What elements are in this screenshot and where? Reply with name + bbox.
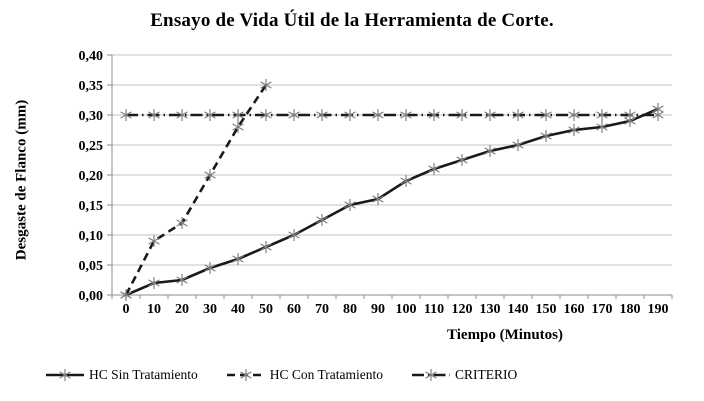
- svg-text:160: 160: [564, 302, 585, 317]
- svg-text:0,10: 0,10: [79, 229, 104, 244]
- svg-text:110: 110: [424, 302, 444, 317]
- svg-text:0,25: 0,25: [79, 139, 104, 154]
- series-criterio-markers: [120, 109, 664, 121]
- legend-line-sample-solid: [46, 369, 84, 381]
- svg-text:30: 30: [203, 302, 217, 317]
- legend: HC Sin Tratamiento HC Con Tratamiento CR…: [46, 364, 517, 386]
- svg-text:50: 50: [259, 302, 273, 317]
- svg-text:120: 120: [452, 302, 473, 317]
- x-axis-title: Tiempo (Minutos): [447, 327, 563, 343]
- svg-text:40: 40: [231, 302, 245, 317]
- svg-text:150: 150: [536, 302, 557, 317]
- svg-text:0,40: 0,40: [79, 49, 104, 64]
- svg-text:0,15: 0,15: [79, 199, 104, 214]
- svg-text:0,00: 0,00: [79, 289, 104, 304]
- chart-title: Ensayo de Vida Útil de la Herramienta de…: [150, 10, 554, 31]
- legend-item-hc-con-tratamiento: HC Con Tratamiento: [226, 367, 384, 383]
- svg-text:80: 80: [343, 302, 357, 317]
- svg-text:180: 180: [620, 302, 641, 317]
- legend-label: HC Con Tratamiento: [269, 367, 384, 382]
- svg-text:60: 60: [287, 302, 301, 317]
- svg-text:0: 0: [123, 302, 130, 317]
- svg-text:100: 100: [396, 302, 417, 317]
- svg-text:0,20: 0,20: [79, 169, 104, 184]
- legend-label: CRITERIO: [455, 367, 518, 382]
- series-criterio: [120, 109, 664, 121]
- svg-text:20: 20: [175, 302, 189, 317]
- legend-item-criterio: CRITERIO: [412, 367, 517, 383]
- series-hc-con-tratamiento: [120, 79, 272, 301]
- legend-line-sample-dash-dot: [412, 369, 451, 381]
- y-tick-labels: 0,00 0,05 0,10 0,15 0,20 0,25 0,30 0,35 0,40: [79, 49, 104, 304]
- legend-line-sample-dashed: [226, 369, 265, 381]
- legend-label: HC Sin Tratamiento: [89, 367, 198, 382]
- x-tick-labels: 0 10 20 30 40 50 60 70 80 90 100 110 120 130 140 150 160…: [123, 302, 669, 317]
- svg-text:10: 10: [147, 302, 161, 317]
- svg-text:140: 140: [508, 302, 529, 317]
- svg-text:70: 70: [315, 302, 329, 317]
- gridlines: [112, 54, 672, 266]
- y-axis-title: Desgaste de Flanco (mm): [13, 99, 30, 261]
- legend-item-hc-sin-tratamiento: HC Sin Tratamiento: [46, 367, 198, 383]
- svg-text:130: 130: [480, 302, 501, 317]
- series-hc-con-tratamiento-markers: [120, 79, 272, 301]
- svg-text:170: 170: [592, 302, 613, 317]
- svg-text:190: 190: [648, 302, 669, 317]
- svg-text:0,30: 0,30: [79, 109, 104, 124]
- svg-text:90: 90: [371, 302, 385, 317]
- axes: [107, 54, 673, 299]
- series-hc-sin-tratamiento: [120, 103, 664, 301]
- series-hc-sin-tratamiento-markers: [120, 103, 664, 301]
- svg-text:0,35: 0,35: [79, 79, 104, 94]
- svg-text:0,05: 0,05: [79, 259, 104, 274]
